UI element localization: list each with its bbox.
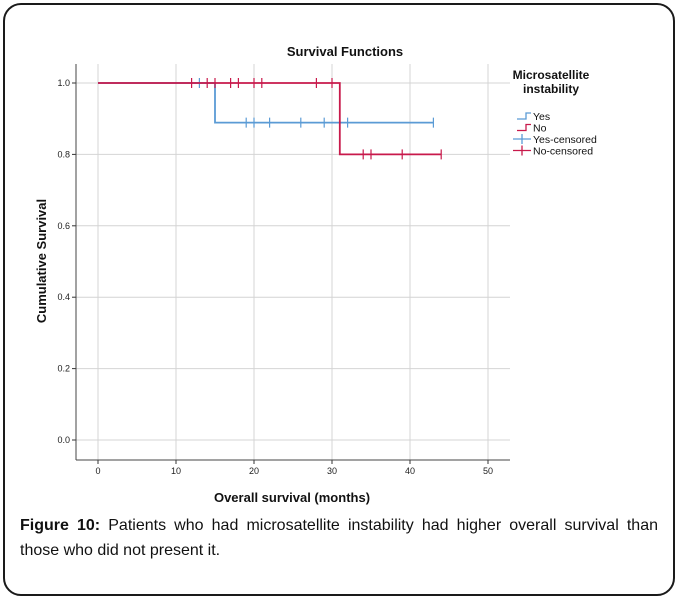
axes: [72, 64, 510, 464]
series-yes: [98, 78, 434, 128]
legend-title: Microsatellite instability: [513, 68, 590, 96]
x-tick-label: 40: [405, 466, 415, 476]
caption-label: Figure 10:: [20, 517, 101, 534]
caption-text: Patients who had microsatellite instabil…: [20, 517, 659, 559]
x-axis-label: Overall survival (months): [214, 490, 370, 505]
chart-title: Survival Functions: [287, 44, 403, 59]
y-tick-label: 0.6: [57, 221, 70, 231]
survival-step-line: [98, 82, 442, 156]
survival-step-line: [98, 82, 434, 124]
x-tick-label: 50: [483, 466, 493, 476]
x-tick-label: 10: [171, 466, 181, 476]
series-layer: [98, 78, 442, 160]
y-axis-label: Cumulative Survival: [34, 199, 49, 323]
legend-label: Yes: [533, 111, 550, 123]
legend-label: No-censored: [533, 146, 593, 158]
legend-label: Yes-censored: [533, 134, 597, 146]
y-tick-label: 0.4: [57, 292, 70, 302]
y-tick-label: 1.0: [57, 78, 70, 88]
y-tick-label: 0.8: [57, 149, 70, 159]
legend: Microsatellite instability YesNoYes-censor…: [513, 68, 597, 158]
x-tick-label: 20: [249, 466, 259, 476]
legend-swatch-line: [517, 123, 531, 132]
x-tick-label: 30: [327, 466, 337, 476]
y-tick-label: 0.0: [57, 435, 70, 445]
y-tick-label: 0.2: [57, 364, 70, 374]
x-tick-label: 0: [95, 466, 100, 476]
figure-caption: Figure 10: Patients who had microsatelli…: [20, 513, 658, 563]
tick-labels: 0 10 20 30 40 50 0.0 0.2 0.4 0.6 0.8 1.0: [57, 78, 493, 476]
grid-lines: [76, 64, 510, 460]
legend-label: No: [533, 123, 547, 135]
legend-swatch-line: [517, 112, 531, 120]
series-no: [98, 78, 442, 160]
